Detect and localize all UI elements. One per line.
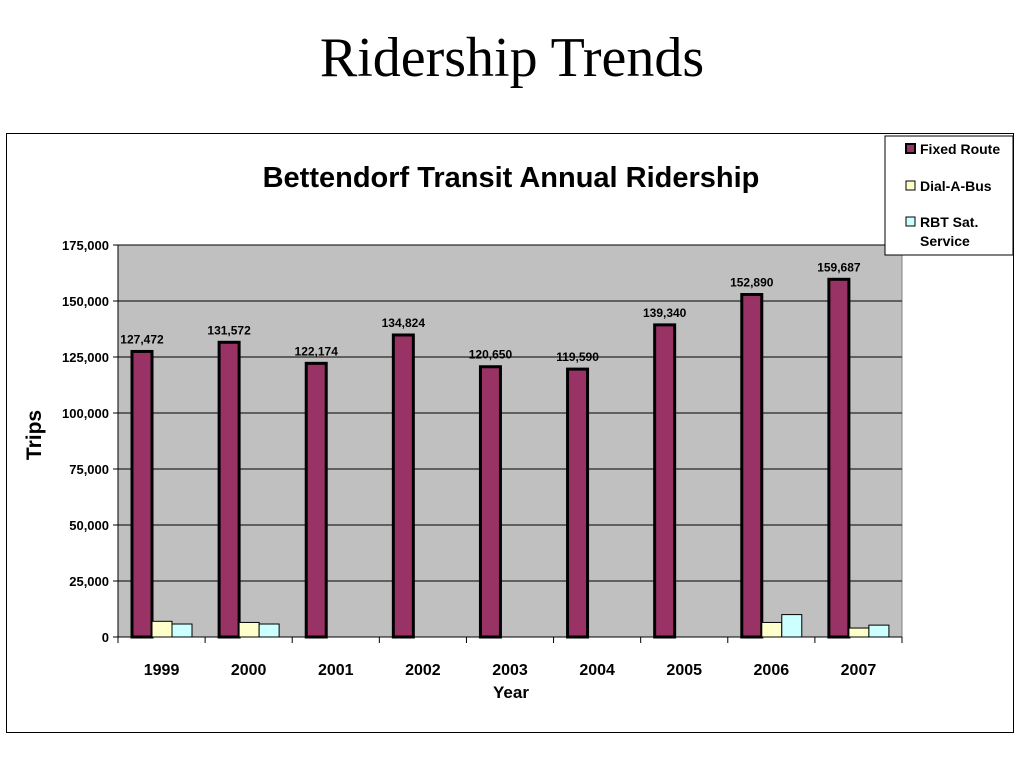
legend-label-rbt-sat-service: Service (920, 233, 970, 249)
bar-dial-a-bus (238, 621, 260, 638)
legend-swatch-dial-a-bus (905, 180, 916, 191)
bar-dial-a-bus (151, 620, 173, 638)
legend-label-dial-a-bus: Dial-A-Bus (920, 178, 992, 194)
y-tick-label: 75,000 (69, 462, 109, 477)
bar-fixed-route (478, 365, 502, 639)
data-label: 152,890 (730, 276, 774, 290)
bar-rbt-sat-service (171, 623, 193, 638)
y-tick-label: 25,000 (69, 574, 109, 589)
data-label: 122,174 (295, 344, 339, 358)
bar-rbt-sat-service (258, 623, 280, 638)
legend-label-rbt-sat-service: RBT Sat. (920, 214, 978, 230)
plot-area: 0 25,000 50,000 75,000 100,000 125,000 150,000… (62, 238, 903, 679)
data-label: 139,340 (643, 306, 687, 320)
data-label: 120,650 (469, 348, 513, 362)
data-label: 127,472 (120, 332, 164, 346)
y-tick-label: 125,000 (62, 350, 109, 365)
bar-rbt-sat-service (781, 614, 803, 638)
x-tick-label: 2007 (841, 662, 877, 679)
y-tick-label: 50,000 (69, 518, 109, 533)
bar-fixed-route (566, 367, 590, 639)
bar-fixed-route (130, 349, 154, 639)
bar-dial-a-bus (761, 621, 783, 638)
y-tick-label: 175,000 (62, 238, 109, 253)
legend-label-fixed-route: Fixed Route (920, 141, 1000, 157)
legend-box (884, 135, 1014, 256)
bar-fixed-route (217, 340, 241, 639)
x-tick-label: 2005 (666, 662, 702, 679)
bar-fixed-route (653, 323, 677, 639)
bar-fixed-route (391, 333, 415, 639)
y-tick-label: 100,000 (62, 406, 109, 421)
x-tick-label: 2003 (492, 662, 528, 679)
legend-swatch-rbt-sat-service (905, 216, 916, 227)
bar-fixed-route (304, 361, 328, 639)
bar-rbt-sat-service (868, 624, 890, 638)
data-label: 159,687 (817, 260, 861, 274)
legend: Fixed Route Dial-A-Bus RBT Sat. Service (884, 135, 1014, 256)
x-tick-label: 2001 (318, 662, 354, 679)
x-axis-label: Year (493, 683, 529, 702)
legend-swatch-fixed-route (905, 143, 916, 154)
bar-fixed-route (827, 277, 851, 639)
bar-fixed-route (740, 293, 764, 639)
data-label: 131,572 (207, 323, 251, 337)
data-label: 134,824 (382, 316, 426, 330)
slide-title: Ridership Trends (319, 27, 705, 89)
bar-dial-a-bus (848, 627, 870, 638)
x-tick-label: 2004 (579, 662, 615, 679)
y-axis-label: Trips (23, 410, 46, 460)
x-tick-label: 2002 (405, 662, 441, 679)
x-tick-label: 2000 (231, 662, 267, 679)
x-tick-label: 1999 (144, 662, 180, 679)
chart-title: Bettendorf Transit Annual Ridership (263, 162, 760, 194)
data-label: 119,590 (556, 350, 599, 364)
x-tick-label: 2006 (754, 662, 790, 679)
y-tick-label: 0 (102, 630, 109, 645)
y-tick-label: 150,000 (62, 294, 109, 309)
